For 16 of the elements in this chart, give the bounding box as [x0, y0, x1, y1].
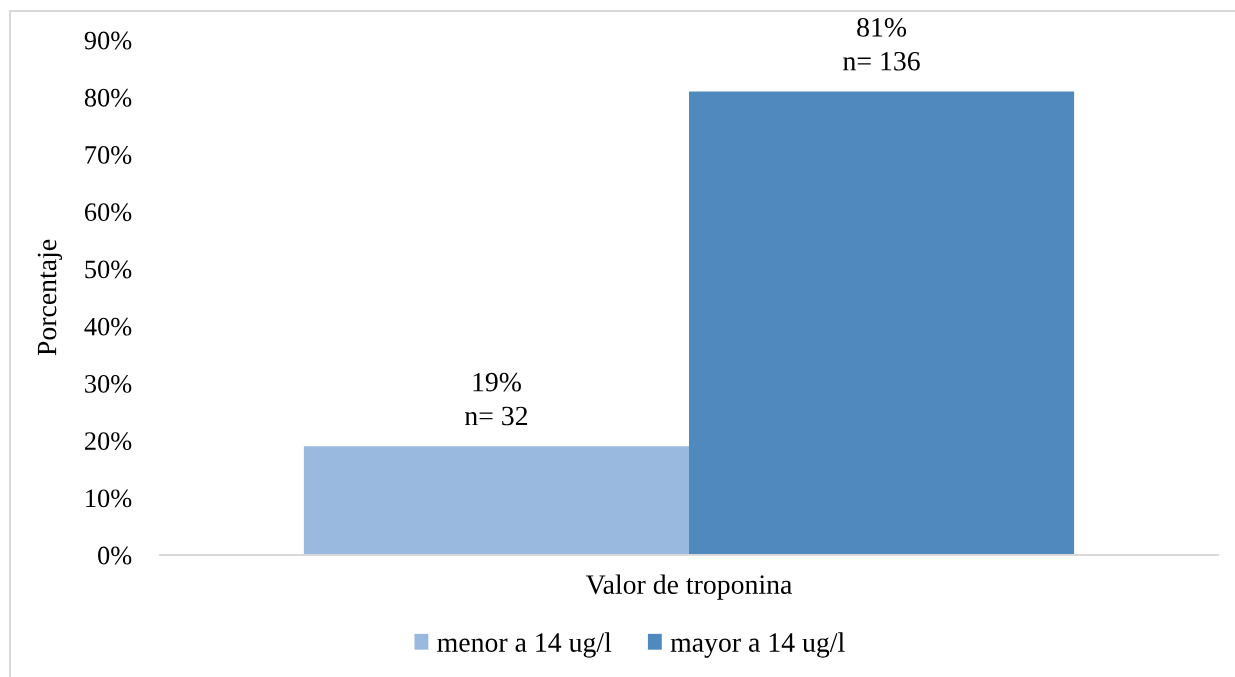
y-tick-label: 90% — [84, 31, 132, 50]
y-axis-title: Porcentaje — [37, 239, 63, 356]
legend-label: menor a 14 ug/l — [437, 632, 612, 658]
y-tick-label: 60% — [84, 203, 132, 222]
y-tick-label: 20% — [85, 432, 132, 451]
legend-label: mayor a 14 ug/l — [670, 632, 845, 658]
y-tick-label: 30% — [85, 374, 132, 393]
data-label: 81% n= 136 — [843, 17, 920, 71]
y-tick-label: 70% — [85, 146, 132, 164]
y-tick-label: 50% — [85, 260, 132, 279]
y-tick-label: 0% — [98, 546, 132, 565]
y-tick-label: 10% — [86, 489, 132, 508]
y-tick-label: 80% — [84, 88, 132, 107]
y-tick-label: 40% — [84, 317, 132, 336]
x-tick-label: Valor de troponina — [585, 574, 792, 600]
data-label: 19% n= 32 — [464, 372, 528, 426]
